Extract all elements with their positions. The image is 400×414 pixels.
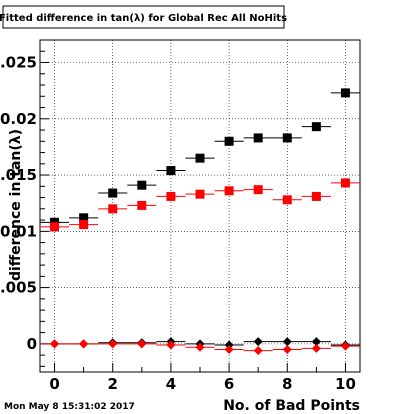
data-point-diamond (282, 337, 292, 347)
data-point-square (166, 191, 176, 201)
x-tick-label: 0 (49, 375, 59, 393)
data-point-square (137, 200, 147, 210)
data-point-diamond (137, 339, 147, 349)
data-point-square (195, 189, 205, 199)
data-point-square (282, 133, 292, 143)
y-tick-label: 0 (27, 335, 37, 353)
data-point-square (311, 122, 321, 132)
y-tick-label: 0.005 (0, 279, 37, 297)
data-point-diamond (108, 339, 118, 349)
chart-title: Fitted difference in tan(λ) for Global R… (0, 13, 287, 24)
y-tick-label: 0.015 (0, 166, 37, 184)
y-axis-title: difference in tan(λ) (8, 129, 24, 281)
data-point-diamond (79, 339, 89, 349)
data-point-square (340, 88, 350, 98)
data-point-square (224, 186, 234, 196)
grid-layer (40, 40, 360, 372)
data-point-square (340, 178, 350, 188)
tick-label-layer: 0 2 4 6 8 10 0 0.005 0.01 0.015 0.02 0.025 (0, 54, 356, 393)
data-point-diamond (224, 344, 234, 354)
y-tick-label: 0.01 (0, 222, 37, 240)
title-box (2, 5, 285, 29)
tick-layer (40, 50, 346, 372)
data-point-square (253, 185, 263, 195)
data-point-square (50, 217, 60, 227)
data-marks-layer (40, 88, 360, 356)
x-tick-label: 10 (335, 375, 356, 393)
data-point-diamond (195, 342, 205, 352)
y-tick-label: 0.02 (0, 110, 37, 128)
data-point-diamond (166, 340, 176, 350)
data-point-square (79, 213, 89, 223)
footer-date: Mon May 8 15:31:02 2017 (4, 402, 135, 412)
plot-frame (39, 39, 361, 373)
y-tick-label: 0.025 (0, 54, 37, 72)
data-point-square (137, 180, 147, 190)
data-point-square (166, 166, 176, 176)
x-tick-label: 4 (166, 375, 176, 393)
data-point-square (282, 195, 292, 205)
data-point-square (50, 222, 60, 232)
x-axis-title: No. of Bad Points (223, 398, 360, 414)
x-tick-label: 2 (108, 375, 118, 393)
data-point-square (108, 188, 118, 198)
data-point-square (108, 204, 118, 214)
data-point-square (224, 136, 234, 146)
x-tick-label: 8 (282, 375, 292, 393)
data-point-square (195, 153, 205, 163)
data-point-square (253, 133, 263, 143)
data-point-diamond (340, 341, 350, 351)
x-tick-label: 6 (224, 375, 234, 393)
data-point-diamond (311, 337, 321, 347)
data-point-diamond (253, 346, 263, 356)
data-point-square (311, 191, 321, 201)
data-point-square (79, 220, 89, 230)
data-point-diamond (253, 337, 263, 347)
data-point-diamond (50, 339, 60, 349)
data-point-diamond (282, 344, 292, 354)
data-point-diamond (311, 343, 321, 353)
data-point-diamond (224, 340, 234, 350)
